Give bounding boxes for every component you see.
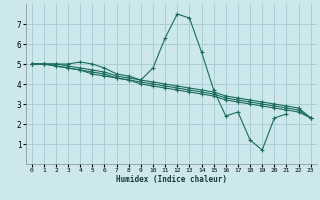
X-axis label: Humidex (Indice chaleur): Humidex (Indice chaleur) [116, 175, 227, 184]
